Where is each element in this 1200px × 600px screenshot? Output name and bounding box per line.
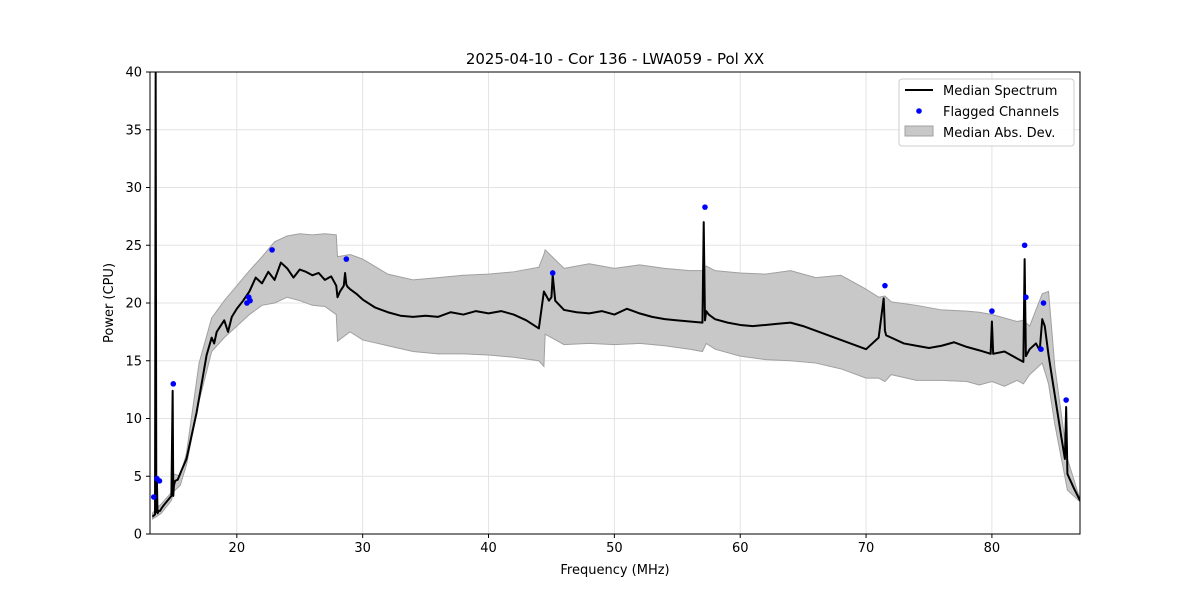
flagged-point — [247, 297, 253, 304]
y-tick-label: 5 — [134, 470, 142, 485]
y-axis-label: Power (CPU) — [102, 263, 117, 343]
x-tick-label: 80 — [984, 541, 1001, 556]
legend-box — [898, 78, 1075, 147]
x-tick-label: 40 — [480, 541, 497, 556]
flagged-point — [1063, 397, 1069, 403]
legend-label-mad: Median Abs. Dev. — [943, 126, 1055, 141]
x-tick-label: 70 — [858, 541, 875, 556]
legend: Median Spectrum Flagged Channels Median … — [898, 78, 1075, 147]
y-tick-label: 35 — [125, 123, 142, 138]
flagged-point — [343, 256, 350, 262]
x-tick-label: 50 — [606, 541, 623, 556]
legend-label-median: Median Spectrum — [943, 84, 1057, 99]
x-axis-label: Frequency (MHz) — [560, 563, 669, 578]
median-spectrum-line — [151, 72, 1080, 518]
flagged-point — [549, 270, 556, 276]
x-tick-label: 30 — [354, 541, 371, 556]
legend-band-swatch — [904, 125, 934, 137]
flagged-point — [1021, 242, 1028, 249]
flagged-point — [882, 282, 888, 289]
y-tick-label: 15 — [125, 354, 142, 369]
flagged-point — [702, 204, 708, 210]
x-tick-label: 20 — [229, 541, 246, 556]
y-tick-label: 30 — [125, 181, 142, 196]
chart-title: 2025-04-10 - Cor 136 - LWA059 - Pol XX — [466, 50, 764, 68]
y-tick-label: 10 — [125, 412, 142, 427]
flagged-point — [150, 494, 157, 500]
legend-point-swatch — [916, 108, 922, 114]
y-tick-label: 25 — [125, 239, 142, 254]
y-axis: 0 5 10 15 20 25 30 35 40 — [125, 66, 150, 543]
legend-label-flagged: Flagged Channels — [943, 105, 1059, 120]
flagged-point — [269, 247, 275, 253]
y-tick-label: 0 — [134, 528, 142, 543]
x-axis: 20 30 40 50 60 70 80 — [229, 534, 1001, 556]
flagged-point — [1023, 294, 1029, 301]
y-tick-label: 40 — [125, 66, 142, 81]
flagged-points — [150, 204, 1069, 500]
y-tick-label: 20 — [125, 297, 142, 312]
plot-area — [150, 72, 1080, 520]
flagged-point — [170, 381, 177, 387]
flagged-point — [1038, 346, 1044, 353]
mad-band — [152, 233, 1080, 520]
flagged-point — [1040, 300, 1047, 306]
flagged-point — [156, 478, 163, 484]
x-tick-label: 60 — [732, 541, 749, 556]
flagged-point — [989, 308, 995, 314]
